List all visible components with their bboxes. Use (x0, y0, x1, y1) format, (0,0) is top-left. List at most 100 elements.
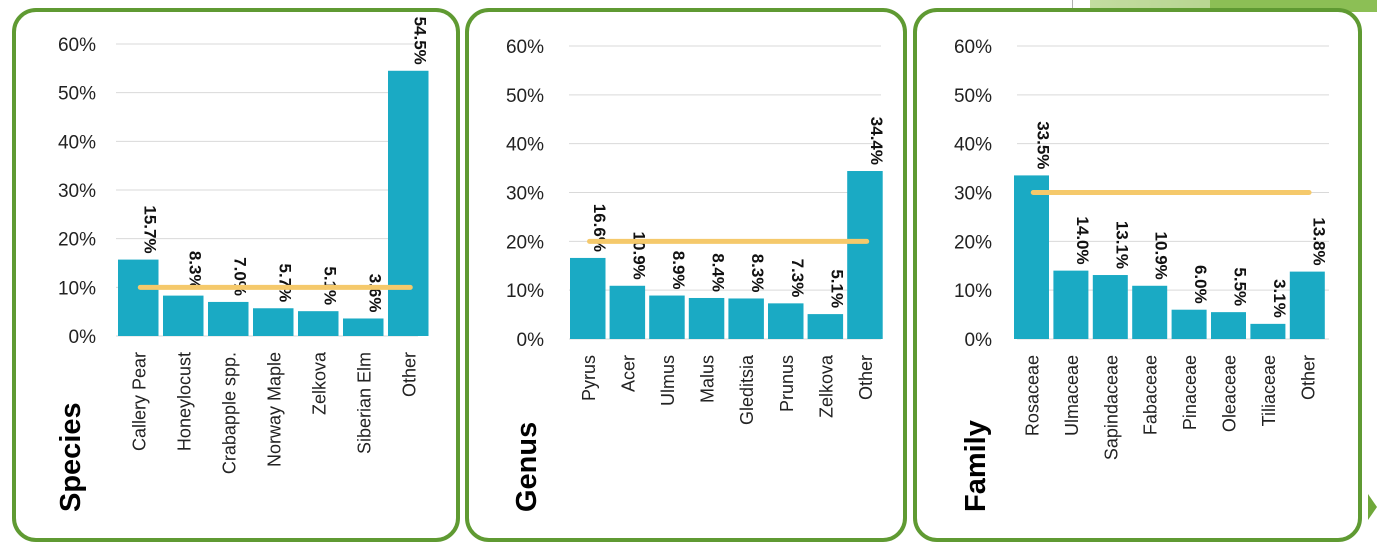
data-label-other: 54.5% (410, 17, 429, 65)
category-label-norway-maple: Norway Maple (264, 352, 284, 467)
y-tick-label: 0% (517, 330, 545, 351)
y-tick-label: 40% (58, 132, 96, 153)
y-tick-label: 40% (954, 135, 992, 156)
category-label-tiliaceae: Tiliaceae (1259, 355, 1279, 426)
y-tick-label: 60% (506, 37, 544, 58)
bar-norway-maple (253, 308, 294, 336)
category-label-fabaceae: Fabaceae (1141, 355, 1161, 435)
bar-other (847, 171, 883, 339)
category-label-other: Other (1298, 355, 1318, 400)
data-label-pinaceae: 6.0% (1191, 265, 1210, 304)
bar-prunus (768, 303, 804, 339)
bar-zelkova (298, 311, 339, 336)
category-label-other: Other (856, 355, 876, 400)
data-label-norway-maple: 5.7% (275, 264, 294, 303)
genus-panel-title: Genus (511, 422, 543, 512)
y-tick-label: 60% (58, 35, 96, 56)
data-label-callery-pear: 15.7% (140, 205, 159, 253)
data-label-zelkova: 5.1% (827, 269, 846, 308)
data-label-oleaceae: 5.5% (1231, 267, 1250, 306)
bar-ulmaceae (1053, 270, 1089, 339)
data-label-fabaceae: 10.9% (1152, 232, 1171, 280)
category-label-gleditsia: Gleditsia (737, 354, 757, 425)
y-tick-label: 30% (954, 184, 992, 205)
y-tick-label: 0% (69, 327, 97, 348)
bar-oleaceae (1211, 312, 1246, 339)
bar-acer (609, 285, 646, 339)
genus-chart-panel: 0% 10% 20% 30% 40% 50% 60% 16.6% Pyrus 10.9% Acer 8… (465, 8, 907, 542)
data-label-honeylocust: 8.3% (185, 251, 204, 290)
category-label-ulmus: Ulmus (658, 355, 678, 406)
bar-fabaceae (1132, 285, 1168, 339)
category-label-rosaceae: Rosaceae (1023, 355, 1043, 436)
bar-other (1289, 271, 1325, 339)
y-tick-label: 30% (506, 184, 544, 205)
category-label-sapindaceae: Sapindaceae (1101, 355, 1121, 460)
category-label-zelkova: Zelkova (309, 351, 329, 415)
y-tick-label: 0% (965, 330, 993, 351)
data-label-ulmus: 8.9% (669, 251, 688, 290)
y-tick-label: 10% (954, 281, 992, 302)
species-chart: 0% 10% 20% 30% 40% 50% 60% 15.7% Callery Pear 8.3… (55, 17, 429, 512)
data-label-crabapple-spp: 7.0% (230, 257, 249, 296)
bar-sapindaceae (1092, 275, 1128, 339)
data-label-pyrus: 16.6% (590, 204, 609, 252)
category-label-callery-pear: Callery Pear (129, 352, 149, 451)
y-tick-label: 10% (506, 281, 544, 302)
y-tick-label: 40% (506, 135, 544, 156)
category-label-crabapple-spp: Crabapple spp. (219, 352, 239, 474)
y-tick-label: 50% (506, 86, 544, 107)
species-chart-panel: 0% 10% 20% 30% 40% 50% 60% 15.7% Callery Pear 8.3… (12, 8, 460, 542)
genus-chart: 0% 10% 20% 30% 40% 50% 60% 16.6% Pyrus 10.9% Acer 8… (506, 37, 886, 512)
category-label-acer: Acer (618, 355, 638, 392)
bar-zelkova (807, 314, 844, 339)
y-tick-label: 50% (954, 86, 992, 107)
data-label-ulmaceae: 14.0% (1073, 216, 1092, 264)
category-label-honeylocust: Honeylocust (174, 352, 194, 451)
bar-crabapple-spp (208, 301, 249, 336)
category-label-prunus: Prunus (777, 355, 797, 412)
category-label-ulmaceae: Ulmaceae (1062, 355, 1082, 436)
family-chart-panel: 0% 10% 20% 30% 40% 50% 60% 33.5% Rosaceae 14.0% Ul… (913, 8, 1362, 542)
data-label-siberian-elm: 3.6% (365, 274, 384, 313)
y-tick-label: 60% (954, 37, 992, 58)
bar-rosaceae (1014, 175, 1049, 339)
data-label-tiliaceae: 3.1% (1270, 279, 1289, 318)
bar-malus (688, 297, 725, 339)
y-tick-label: 20% (506, 232, 544, 253)
bar-siberian-elm (343, 318, 384, 336)
family-chart: 0% 10% 20% 30% 40% 50% 60% 33.5% Rosaceae 14.0% Ul… (954, 37, 1329, 512)
corner-tick (1072, 0, 1073, 8)
y-tick-label: 20% (954, 232, 992, 253)
data-label-malus: 8.4% (709, 253, 728, 292)
y-tick-label: 20% (58, 230, 96, 251)
category-label-oleaceae: Oleaceae (1220, 355, 1240, 432)
next-arrow-icon[interactable] (1368, 494, 1377, 520)
y-tick-label: 10% (58, 278, 96, 299)
y-tick-label: 30% (58, 181, 96, 202)
category-label-pyrus: Pyrus (579, 355, 599, 401)
bar-gleditsia (728, 298, 764, 339)
bar-callery-pear (118, 259, 159, 336)
bar-honeylocust (163, 295, 204, 336)
bar-other (388, 70, 429, 336)
category-label-zelkova: Zelkova (816, 354, 836, 418)
category-label-siberian-elm: Siberian Elm (354, 352, 374, 454)
bar-tiliaceae (1250, 323, 1286, 339)
y-tick-label: 50% (58, 84, 96, 105)
category-label-other: Other (399, 352, 419, 397)
bar-pyrus (570, 257, 606, 339)
data-label-other: 34.4% (867, 117, 886, 165)
data-label-other: 13.8% (1309, 217, 1328, 265)
species-panel-title: Species (55, 402, 87, 512)
bar-ulmus (649, 295, 685, 339)
data-label-sapindaceae: 13.1% (1112, 221, 1131, 269)
bar-pinaceae (1171, 309, 1207, 339)
data-label-acer: 10.9% (629, 232, 648, 280)
category-label-malus: Malus (698, 355, 718, 403)
category-label-pinaceae: Pinaceae (1180, 355, 1200, 430)
family-panel-title: Family (960, 420, 992, 512)
data-label-gleditsia: 8.3% (748, 254, 767, 293)
data-label-rosaceae: 33.5% (1034, 121, 1053, 169)
data-label-prunus: 7.3% (788, 259, 807, 298)
